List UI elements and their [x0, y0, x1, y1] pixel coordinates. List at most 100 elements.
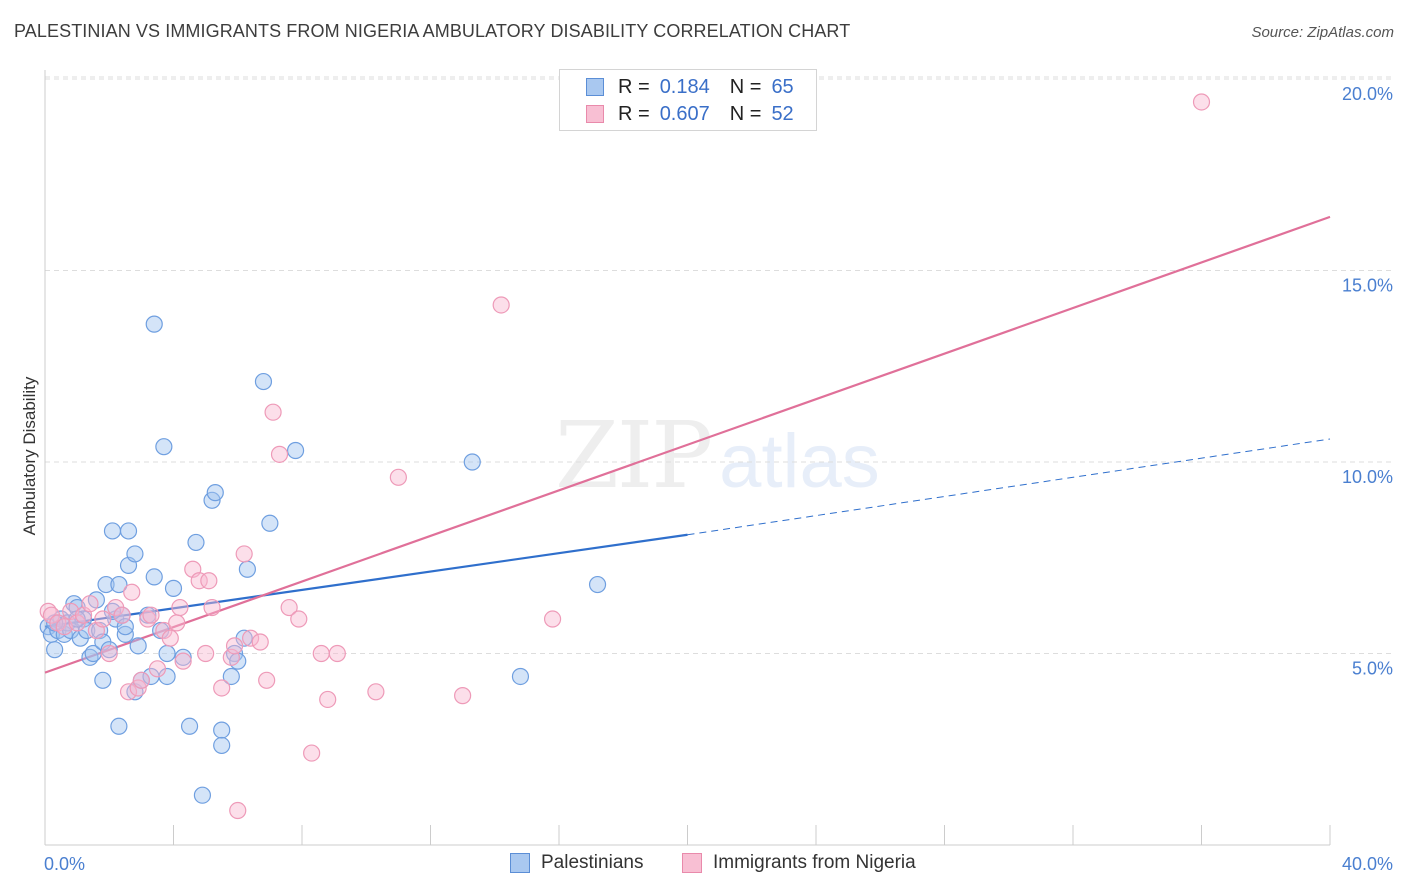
y-axis-label: Ambulatory Disability — [20, 376, 39, 536]
point-palestinians — [588, 575, 607, 594]
point-palestinians — [261, 514, 279, 532]
point-palestinians — [164, 579, 183, 597]
point-nigeria — [543, 610, 562, 628]
point-nigeria — [258, 671, 276, 689]
legend-item-palestinians: Palestinians — [510, 852, 643, 874]
point-palestinians — [94, 671, 112, 689]
legend-r-value: 0.607 — [659, 102, 710, 125]
point-nigeria — [290, 610, 308, 628]
point-nigeria — [492, 296, 510, 314]
legend-swatch-nigeria — [682, 853, 702, 873]
legend-row-nigeria: R = 0.607 N = 52 — [586, 101, 794, 127]
point-nigeria — [1192, 93, 1211, 111]
point-nigeria — [213, 679, 231, 697]
legend-r-label: R = — [618, 75, 650, 98]
point-nigeria — [100, 644, 118, 663]
watermark-zip: ZIP — [555, 402, 713, 509]
point-nigeria — [81, 595, 99, 613]
point-palestinians — [110, 717, 128, 735]
trend-lines — [44, 215, 1331, 674]
legend-n-label: N = — [729, 102, 762, 125]
legend-label-nigeria: Immigrants from Nigeria — [713, 852, 916, 873]
point-palestinians — [463, 453, 481, 471]
point-palestinians — [126, 545, 144, 563]
point-nigeria — [168, 614, 186, 632]
point-nigeria — [94, 610, 112, 628]
point-nigeria — [197, 644, 215, 663]
point-nigeria — [113, 606, 131, 624]
legend-r-label: R = — [618, 102, 650, 125]
trend-line-palestinians-extension — [687, 438, 1331, 536]
point-palestinians — [110, 575, 128, 594]
legend-label-palestinians: Palestinians — [541, 852, 644, 873]
point-nigeria — [242, 629, 260, 647]
point-nigeria — [171, 598, 189, 617]
point-nigeria — [119, 683, 138, 701]
trend-line-palestinians — [44, 533, 688, 628]
legend-n-value: 65 — [771, 75, 794, 98]
point-nigeria — [225, 637, 244, 655]
point-palestinians — [193, 786, 212, 804]
point-nigeria — [303, 744, 321, 762]
chart-title: PALESTINIAN VS IMMIGRANTS FROM NIGERIA A… — [14, 21, 851, 41]
point-palestinians — [222, 667, 240, 686]
point-nigeria — [174, 652, 192, 670]
legend-swatch-palestinians — [510, 853, 530, 873]
point-nigeria — [190, 572, 208, 590]
point-palestinians — [119, 522, 138, 540]
point-nigeria — [454, 687, 472, 705]
watermark: ZIP atlas — [555, 402, 880, 509]
point-nigeria — [55, 618, 73, 636]
point-palestinians — [129, 637, 147, 655]
legend-r-value: 0.184 — [659, 75, 710, 98]
point-palestinians — [46, 641, 64, 659]
legend-n-label: N = — [729, 75, 762, 98]
point-palestinians — [254, 372, 273, 391]
source-label: Source: ZipAtlas.com — [1251, 24, 1394, 41]
watermark-atlas: atlas — [719, 419, 880, 504]
point-palestinians — [213, 736, 231, 755]
point-palestinians — [213, 721, 231, 739]
point-nigeria — [389, 468, 407, 486]
legend-n-value: 52 — [771, 102, 794, 125]
point-palestinians — [187, 533, 205, 552]
point-palestinians — [100, 641, 118, 659]
point-palestinians — [145, 315, 163, 333]
point-palestinians — [97, 575, 115, 594]
point-palestinians — [158, 644, 176, 663]
point-nigeria — [319, 690, 337, 709]
point-palestinians — [145, 568, 163, 586]
legend-swatch-palestinians — [586, 78, 604, 96]
point-nigeria — [142, 606, 160, 624]
point-nigeria — [367, 683, 385, 701]
data-points — [39, 93, 1211, 820]
point-nigeria — [328, 644, 346, 663]
point-nigeria — [203, 598, 221, 617]
point-nigeria — [132, 671, 150, 689]
point-nigeria — [280, 598, 298, 617]
y-tick-label: 10.0% — [1342, 467, 1393, 487]
axes — [44, 70, 1331, 846]
y-tick-label: 5.0% — [1352, 659, 1393, 679]
correlation-legend: R = 0.184 N = 65 R = 0.607 N = 52 — [559, 69, 817, 131]
y-tick-label: 20.0% — [1342, 84, 1393, 104]
point-nigeria — [312, 644, 330, 663]
point-palestinians — [180, 717, 199, 735]
point-nigeria — [123, 583, 141, 601]
point-nigeria — [229, 801, 247, 820]
point-nigeria — [161, 629, 179, 647]
x-tick-label: 0.0% — [44, 854, 85, 874]
tick-labels: 5.0% 10.0% 15.0% 20.0% 0.0% 40.0% — [44, 84, 1393, 874]
legend-item-nigeria: Immigrants from Nigeria — [682, 852, 916, 874]
point-palestinians — [286, 441, 305, 460]
point-nigeria — [264, 403, 282, 421]
legend-swatch-nigeria — [586, 105, 604, 123]
legend-row-palestinians: R = 0.184 N = 65 — [586, 74, 794, 100]
point-palestinians — [155, 438, 173, 456]
point-palestinians — [174, 648, 192, 666]
point-nigeria — [270, 445, 289, 463]
point-palestinians — [103, 522, 122, 540]
point-palestinians — [238, 560, 256, 578]
series-legend: Palestinians Immigrants from Nigeria — [0, 852, 1406, 878]
